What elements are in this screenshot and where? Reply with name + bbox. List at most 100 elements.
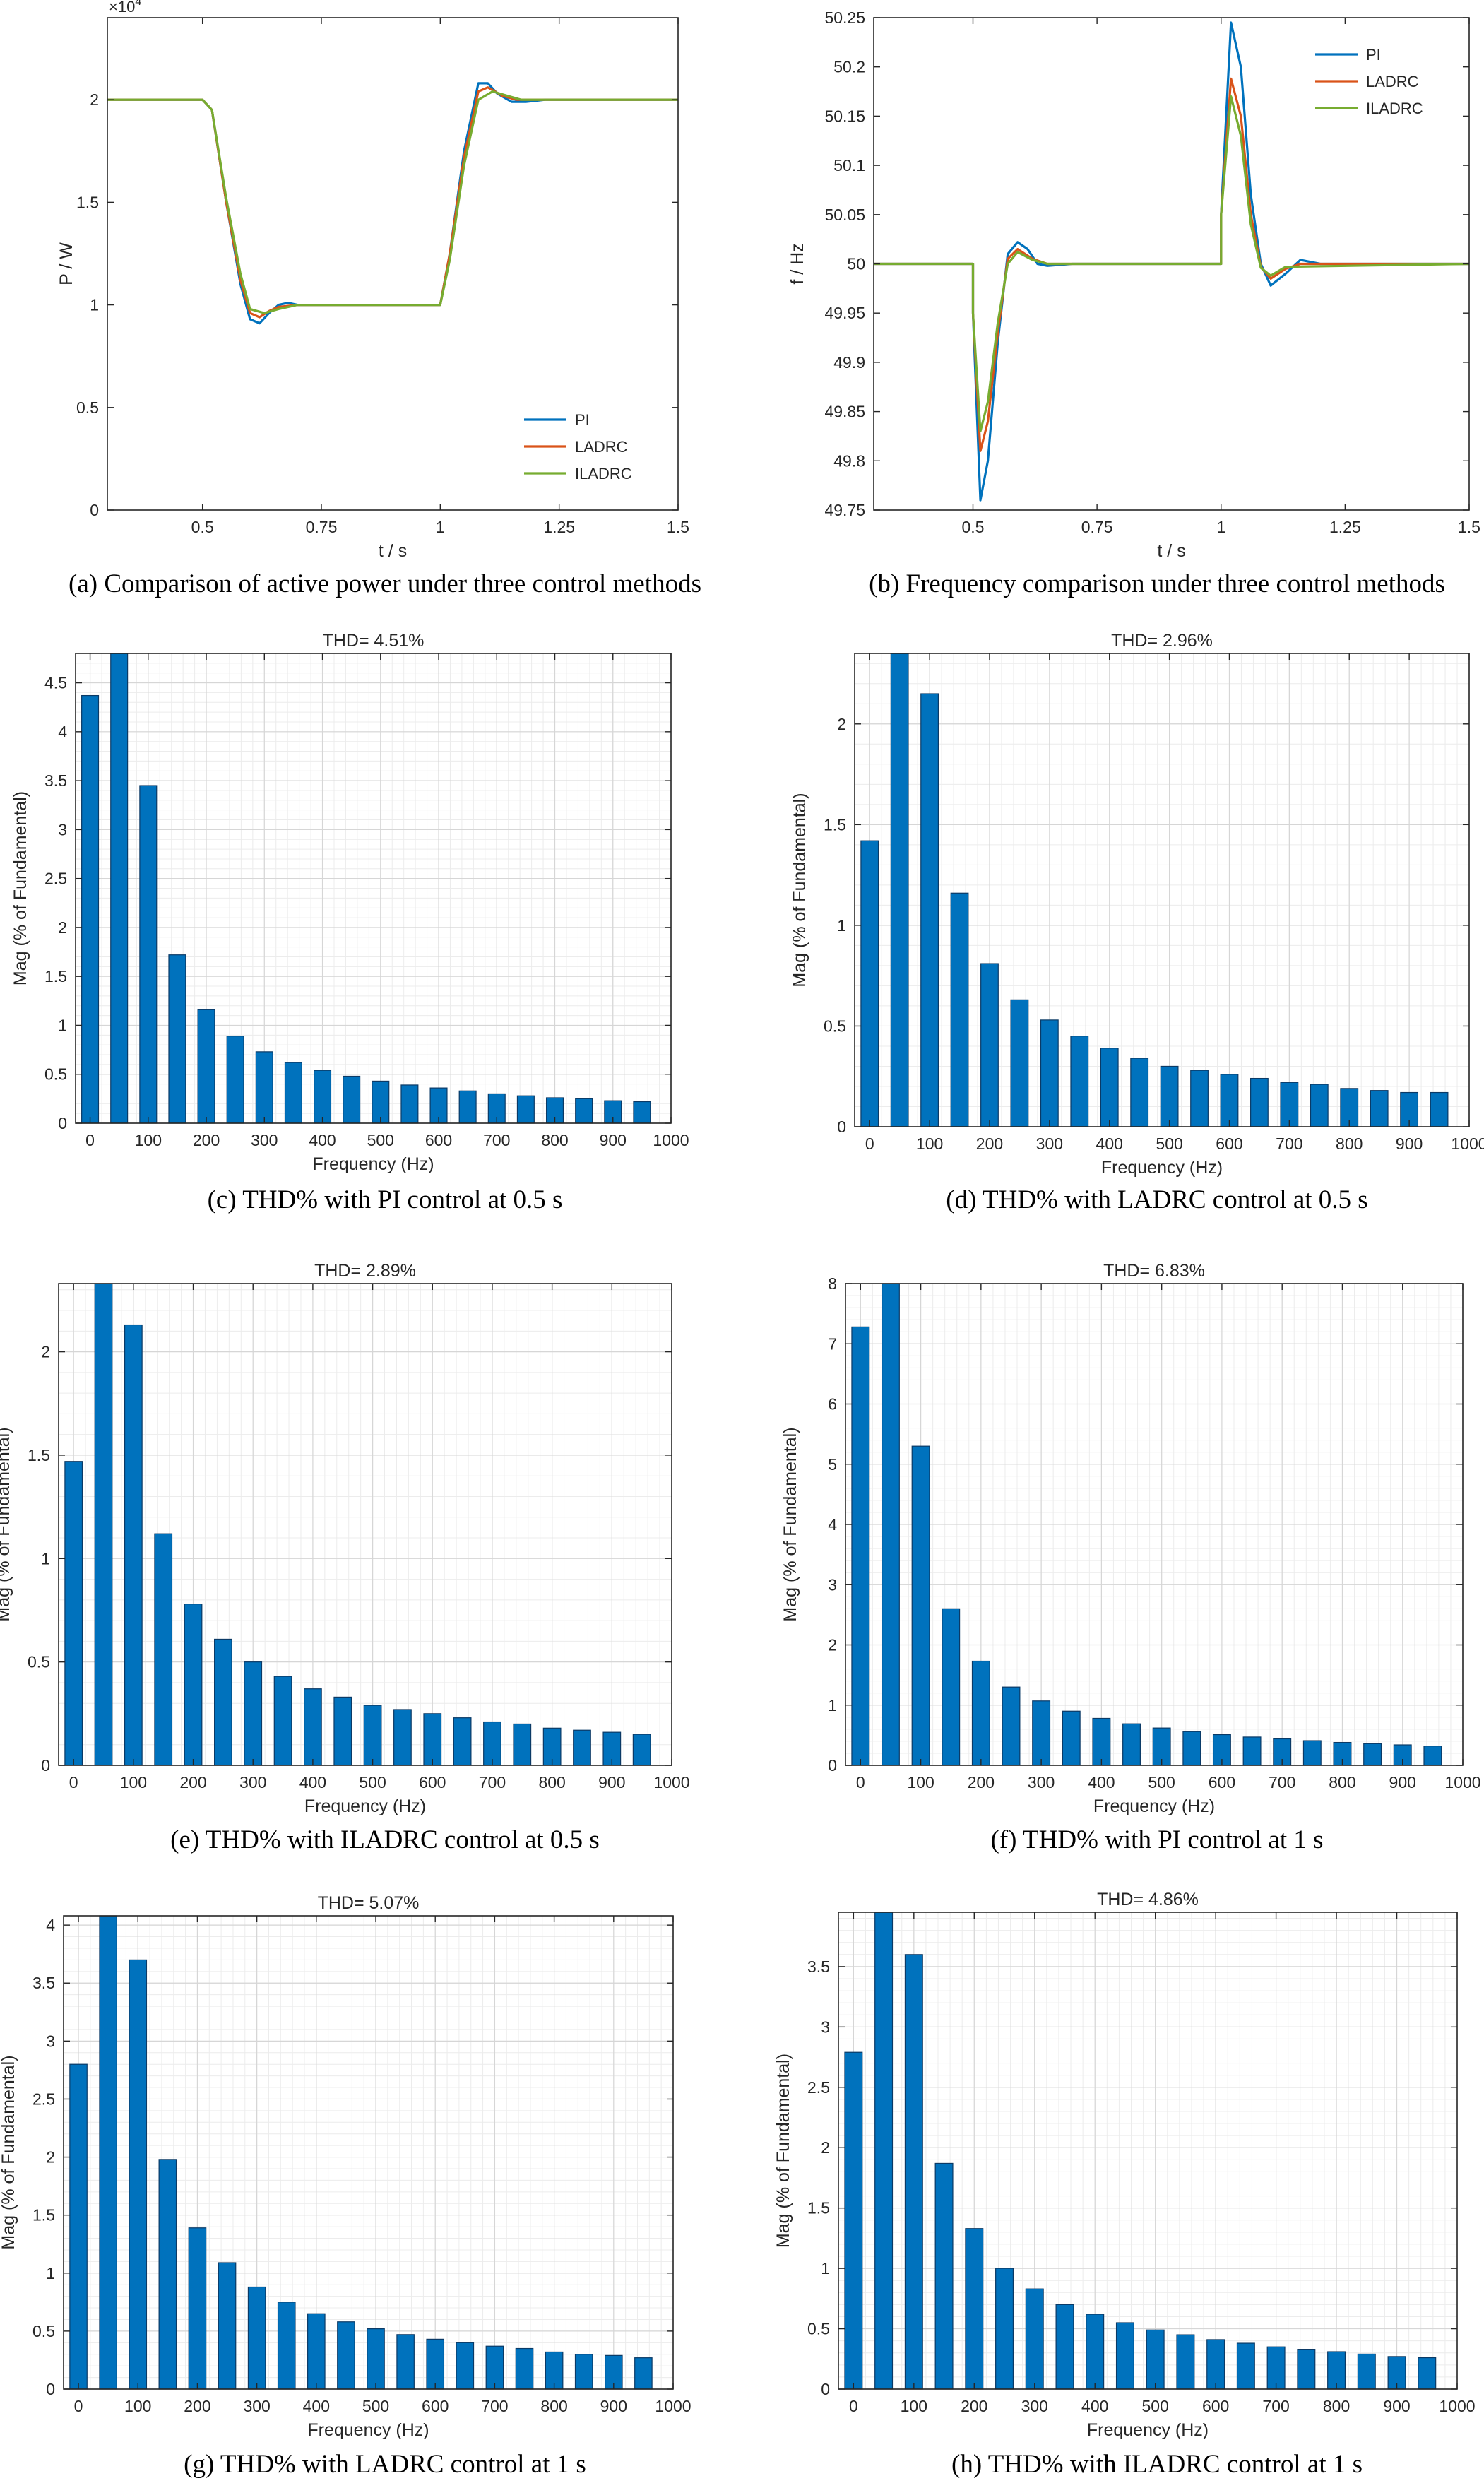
x-tick-label: 1000 (1451, 1135, 1484, 1153)
bar (1206, 2339, 1225, 2390)
x-tick-label: 1.5 (667, 518, 689, 536)
x-tick-label: 800 (1336, 1135, 1363, 1153)
x-tick-label: 100 (135, 1131, 162, 1149)
bar (458, 1090, 477, 1124)
bar (188, 2227, 207, 2390)
y-tick-label: 0 (828, 1756, 837, 1775)
bar (1418, 2357, 1437, 2390)
bar (367, 2328, 385, 2390)
bar (1122, 1723, 1141, 1766)
x-tick-label: 900 (1396, 1135, 1423, 1153)
bar (1040, 1019, 1059, 1127)
x-tick-label: 900 (600, 1131, 627, 1149)
x-tick-label: 0.5 (191, 518, 214, 536)
x-tick-label: 100 (124, 2397, 151, 2415)
x-tick-label: 700 (479, 1773, 506, 1791)
y-tick-label: 50.15 (824, 107, 865, 125)
x-tick-label: 500 (367, 1131, 394, 1149)
legend-label: ILADRC (1366, 100, 1423, 117)
x-tick-label: 300 (1021, 2397, 1048, 2415)
bar (273, 1676, 292, 1766)
bar (423, 1713, 442, 1766)
bar (284, 1062, 302, 1124)
x-tick-label: 600 (1216, 1135, 1242, 1153)
y-tick-label: 1.5 (32, 2206, 55, 2225)
y-tick-label: 49.95 (824, 304, 865, 322)
bar (168, 954, 186, 1124)
x-tick-label: 800 (541, 1131, 568, 1149)
bar (1302, 1740, 1322, 1766)
x-tick-label: 700 (1276, 1135, 1302, 1153)
bar (1423, 1746, 1442, 1766)
y-tick-label: 6 (828, 1395, 837, 1414)
bar (129, 1959, 148, 2390)
bar (890, 653, 909, 1127)
x-tick-label: 1000 (655, 2397, 691, 2415)
y-axis-label: Mag (% of Fundamental) (773, 2054, 793, 2248)
y-tick-label: 49.8 (833, 451, 865, 470)
y-tick-label: 49.9 (833, 353, 865, 372)
x-axis-label: Frequency (Hz) (304, 1796, 426, 1816)
bar (110, 653, 129, 1124)
bar (184, 1604, 203, 1766)
bar (881, 1283, 900, 1766)
bar (904, 1954, 923, 2390)
bar (99, 1915, 117, 2390)
x-tick-label: 200 (184, 2397, 210, 2415)
bar (124, 1324, 143, 1766)
y-tick-label: 3 (828, 1575, 837, 1594)
y-tick-label: 3.5 (32, 1974, 55, 1992)
series-line-iladrc (107, 90, 678, 314)
x-tick-label: 0.5 (962, 518, 985, 536)
y-tick-label: 4.5 (44, 674, 67, 692)
y-tick-label: 3.5 (44, 771, 67, 790)
legend: PI LADRC ILADRC (517, 404, 665, 490)
x-tick-label: 500 (1156, 1135, 1182, 1153)
bar (1160, 1065, 1179, 1127)
y-tick-label: 2 (41, 1343, 50, 1361)
bar (1025, 2288, 1044, 2390)
bar (934, 2162, 954, 2390)
chart-a: 0.5 0.75 1 1.25 1.5 0 0.5 1 1.5 2 t / s P / W ×104 PI… (57, 0, 701, 598)
chart-title: THD= 4.51% (323, 631, 425, 651)
x-tick-label: 700 (481, 2397, 508, 2415)
axes-box (838, 1912, 1458, 2390)
bar (400, 1084, 419, 1124)
bar (860, 840, 879, 1127)
y-tick-label: 1 (46, 2264, 55, 2282)
y-axis-label: Mag (% of Fundamental) (790, 793, 809, 987)
bar (218, 2262, 237, 2390)
bar (64, 1461, 83, 1766)
y-tick-label: 3 (58, 820, 67, 839)
y-tick-label: 1 (837, 916, 846, 935)
x-axis-label: Frequency (Hz) (307, 2420, 429, 2440)
y-tick-label: 1 (90, 296, 99, 314)
x-tick-label: 500 (1148, 1773, 1175, 1791)
bar (513, 1723, 532, 1766)
x-tick-label: 1000 (1439, 2397, 1475, 2415)
y-tick-label: 2 (837, 715, 846, 733)
x-tick-label: 700 (1269, 1773, 1295, 1791)
bar (1280, 1082, 1299, 1127)
x-tick-label: 800 (1329, 1773, 1355, 1791)
x-tick-label: 900 (1389, 1773, 1416, 1791)
bar (920, 693, 939, 1127)
x-tick-label: 500 (359, 1773, 386, 1791)
chart-e: 0 100 200 300 400 500 600 700 800 900 1000 0 0.5 1 1.5… (0, 1261, 690, 1854)
y-tick-label: 2 (90, 90, 99, 109)
x-tick-label: 700 (483, 1131, 510, 1149)
y-tick-label: 49.75 (824, 501, 865, 519)
y-tick-label: 50.05 (824, 206, 865, 224)
y-tick-label: 0.5 (824, 1017, 846, 1035)
y-tick-label: 2 (46, 2148, 55, 2167)
bar (333, 1696, 352, 1766)
chart-g: 0 100 200 300 400 500 600 700 800 900 1000 0 0.5 1 1.5… (0, 1893, 691, 2479)
y-tick-label: 2 (58, 918, 67, 937)
x-tick-label: 400 (1096, 1135, 1123, 1153)
chart-h: 0 100 200 300 400 500 600 700 800 900 1000 0 0.5 1 1.5… (773, 1890, 1476, 2479)
bar (632, 1734, 651, 1766)
x-tick-label: 0 (849, 2397, 858, 2415)
y-axis-label: f / Hz (788, 243, 807, 284)
x-tick-label: 800 (538, 1773, 565, 1791)
